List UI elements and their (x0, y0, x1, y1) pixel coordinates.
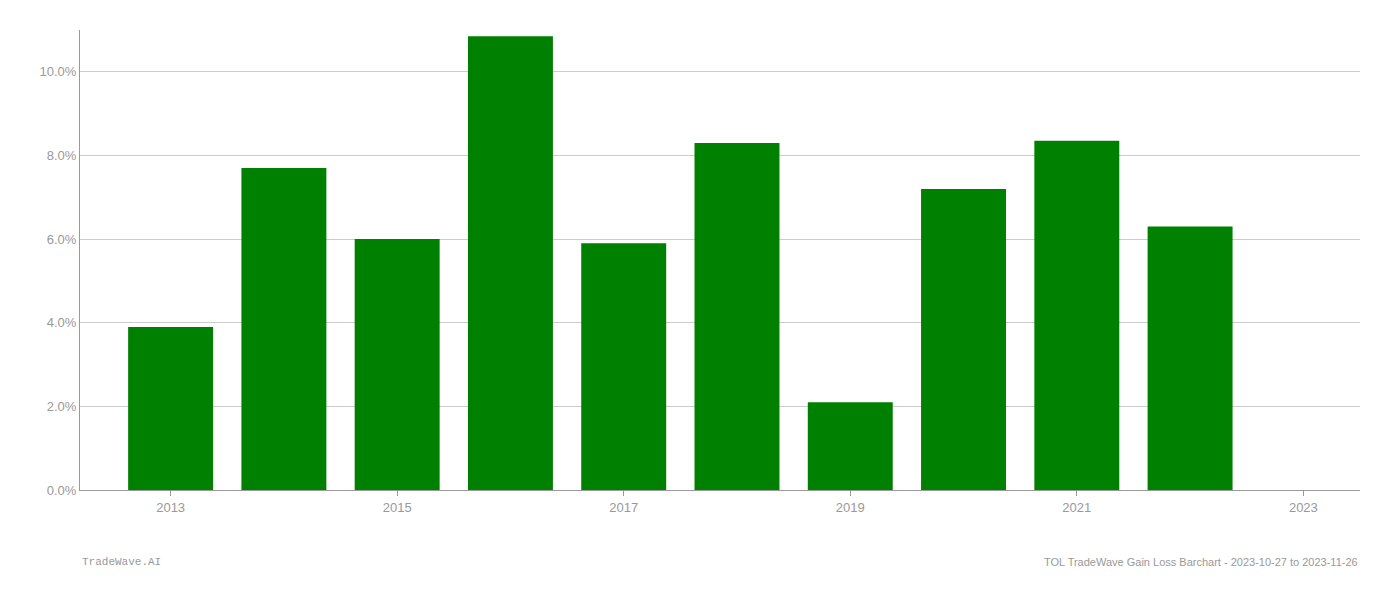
svg-text:TOL TradeWave Gain Loss Barcha: TOL TradeWave Gain Loss Barchart - 2023-… (1044, 556, 1358, 568)
svg-text:2015: 2015 (383, 500, 412, 515)
svg-text:10.0%: 10.0% (40, 64, 77, 79)
svg-text:4.0%: 4.0% (47, 315, 77, 330)
svg-text:8.0%: 8.0% (47, 148, 77, 163)
svg-text:2019: 2019 (836, 500, 865, 515)
svg-text:2013: 2013 (156, 500, 185, 515)
svg-text:6.0%: 6.0% (47, 232, 77, 247)
svg-text:2023: 2023 (1289, 500, 1318, 515)
svg-text:2.0%: 2.0% (47, 399, 77, 414)
svg-text:TradeWave.AI: TradeWave.AI (82, 556, 161, 568)
svg-text:2021: 2021 (1062, 500, 1091, 515)
svg-text:2017: 2017 (609, 500, 638, 515)
svg-text:0.0%: 0.0% (47, 483, 77, 498)
